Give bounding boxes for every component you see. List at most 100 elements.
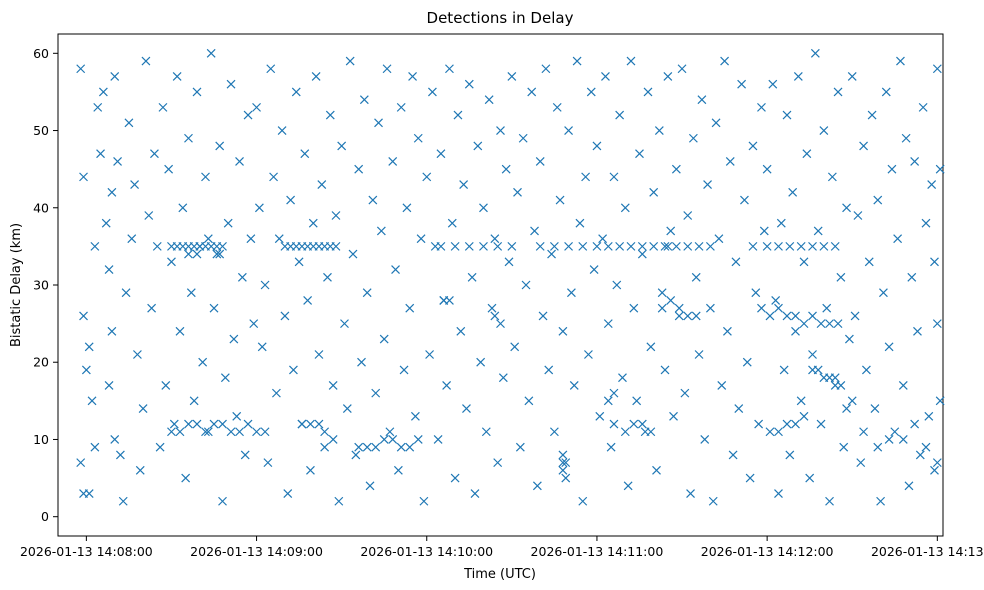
data-point xyxy=(365,481,375,491)
data-point xyxy=(342,404,352,413)
data-point xyxy=(374,118,383,128)
data-point xyxy=(791,326,800,336)
data-point xyxy=(722,326,732,336)
data-point xyxy=(362,442,372,452)
data-point xyxy=(218,241,227,251)
data-point xyxy=(827,172,837,182)
data-point xyxy=(932,64,942,74)
data-point xyxy=(666,296,676,305)
data-point xyxy=(249,319,259,329)
data-point xyxy=(558,458,568,468)
data-point xyxy=(289,365,298,375)
data-point xyxy=(646,427,656,437)
data-point xyxy=(836,380,846,390)
data-point xyxy=(314,419,324,429)
data-point xyxy=(932,458,942,468)
data-point xyxy=(317,180,327,190)
data-point xyxy=(436,149,446,159)
data-point xyxy=(623,481,633,491)
data-point xyxy=(144,211,154,220)
data-point xyxy=(481,427,491,437)
data-point xyxy=(130,180,140,190)
data-point xyxy=(450,473,460,483)
data-point xyxy=(842,203,851,213)
data-point xyxy=(771,296,781,305)
data-point xyxy=(280,311,290,321)
data-point xyxy=(203,427,213,437)
data-point xyxy=(547,249,556,259)
data-point xyxy=(683,211,693,220)
x-axis-title: Time (UTC) xyxy=(463,567,536,582)
data-point xyxy=(464,241,474,251)
data-point xyxy=(110,435,120,444)
data-point xyxy=(181,473,191,483)
data-point xyxy=(714,234,724,244)
data-point xyxy=(705,241,715,251)
data-point xyxy=(90,241,100,251)
data-point xyxy=(127,234,137,244)
data-point xyxy=(135,465,145,475)
y-tick-label: 20 xyxy=(33,355,49,370)
data-point xyxy=(345,56,355,66)
data-point xyxy=(334,496,344,506)
data-point xyxy=(93,102,103,112)
data-point xyxy=(459,180,469,190)
data-point xyxy=(609,172,619,182)
y-tick-label: 40 xyxy=(33,200,49,215)
data-point xyxy=(816,419,826,429)
data-point xyxy=(694,350,704,359)
data-point xyxy=(538,311,548,321)
data-point xyxy=(291,87,301,97)
data-point xyxy=(515,442,525,452)
x-tick-label: 2026-01-13 14:08:00 xyxy=(20,544,153,559)
data-point xyxy=(748,241,758,251)
data-point xyxy=(473,141,483,151)
data-point xyxy=(660,241,670,251)
data-point xyxy=(192,249,202,259)
y-axis-ticks: 0 10 20 30 40 50 60 xyxy=(33,46,58,524)
data-point xyxy=(132,350,142,359)
data-point xyxy=(422,172,432,182)
data-point xyxy=(413,435,423,444)
data-point xyxy=(484,95,494,105)
y-tick-label: 30 xyxy=(33,278,49,293)
data-point xyxy=(79,311,88,321)
data-point xyxy=(357,357,366,367)
data-point xyxy=(847,72,857,81)
y-tick-label: 0 xyxy=(41,509,49,524)
data-point xyxy=(731,257,741,267)
data-point xyxy=(521,280,531,290)
data-point xyxy=(618,373,627,383)
data-point xyxy=(592,241,602,251)
data-point xyxy=(450,241,460,251)
data-point xyxy=(385,427,395,437)
data-point xyxy=(283,489,293,498)
data-point xyxy=(660,365,670,375)
data-point xyxy=(229,334,239,344)
data-point xyxy=(819,126,829,135)
data-point xyxy=(759,226,769,236)
data-point xyxy=(884,342,894,352)
data-point xyxy=(436,241,446,251)
data-point xyxy=(220,373,230,383)
data-point xyxy=(246,234,256,244)
data-point xyxy=(791,311,800,321)
data-point xyxy=(84,489,94,498)
data-point xyxy=(306,465,315,475)
data-point xyxy=(609,388,619,398)
data-point xyxy=(368,195,378,205)
data-point xyxy=(399,365,409,375)
data-point xyxy=(379,435,389,444)
data-point xyxy=(578,241,588,251)
data-point xyxy=(774,427,783,437)
data-point xyxy=(391,265,400,274)
data-point xyxy=(671,164,681,174)
data-point xyxy=(518,133,528,143)
x-tick-label: 2026-01-13 14:10:00 xyxy=(360,544,493,559)
data-point xyxy=(799,319,809,329)
data-point xyxy=(507,72,517,81)
data-point xyxy=(697,95,707,105)
data-point xyxy=(328,380,338,390)
data-point xyxy=(859,141,869,151)
